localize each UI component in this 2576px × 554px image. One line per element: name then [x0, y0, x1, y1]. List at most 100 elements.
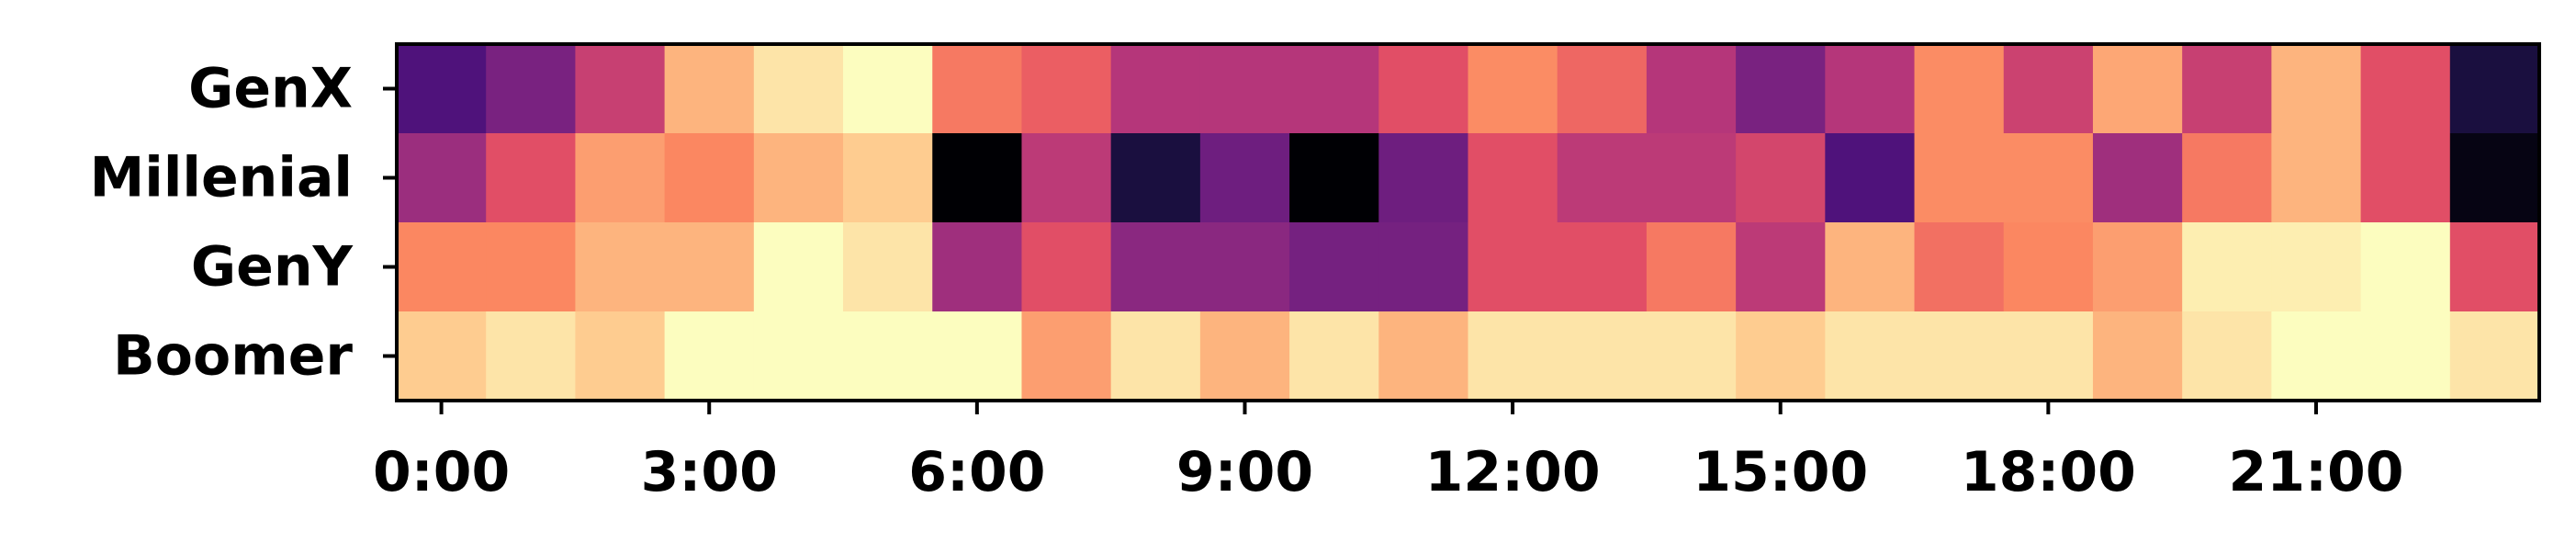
heatmap-cell — [1914, 311, 2005, 401]
heatmap-cell — [1825, 222, 1916, 312]
x-tick-label: 6:00 — [908, 440, 1045, 504]
heatmap-cell — [1021, 311, 1112, 401]
heatmap-cell — [2003, 44, 2094, 134]
heatmap-cell — [1468, 44, 1558, 134]
heatmap-cell — [2092, 311, 2183, 401]
heatmap-cell — [664, 311, 755, 401]
heatmap-cell — [397, 222, 487, 312]
heatmap-cell — [1914, 222, 2005, 312]
heatmap-cell — [575, 222, 666, 312]
heatmap-cell — [1736, 133, 1826, 223]
heatmap-cell — [2182, 311, 2272, 401]
y-tick-label: Boomer — [113, 324, 353, 389]
heatmap-cell — [1736, 311, 1826, 401]
heatmap-cell — [397, 133, 487, 223]
heatmap-cell — [1825, 311, 1916, 401]
x-tick-label: 9:00 — [1176, 440, 1313, 504]
heatmap-cell — [1289, 222, 1379, 312]
heatmap-cell — [2271, 222, 2362, 312]
x-tick-label: 3:00 — [641, 440, 778, 504]
heatmap-cell — [1199, 311, 1290, 401]
heatmap-cell — [1468, 133, 1558, 223]
heatmap-cell — [932, 44, 1023, 134]
heatmap-cell — [2449, 133, 2540, 223]
heatmap-cell — [2003, 222, 2094, 312]
heatmap-cell — [1021, 133, 1112, 223]
heatmap-cell — [486, 311, 577, 401]
heatmap-cell — [2360, 222, 2451, 312]
heatmap-cell — [753, 44, 844, 134]
x-tick-label: 18:00 — [1961, 440, 2136, 504]
heatmap-cell — [1646, 44, 1737, 134]
y-tick-label: GenY — [191, 235, 354, 300]
heatmap-cell — [1646, 222, 1737, 312]
heatmap-cell — [2449, 222, 2540, 312]
heatmap-cell — [1825, 133, 1916, 223]
heatmap-cell — [2092, 222, 2183, 312]
heatmap-cell — [753, 311, 844, 401]
heatmap-cell — [1289, 44, 1379, 134]
heatmap-cell — [1557, 133, 1648, 223]
heatmap-cell — [1110, 222, 1201, 312]
heatmap-cell — [753, 222, 844, 312]
heatmap-cell — [1646, 311, 1737, 401]
heatmap-cell — [664, 222, 755, 312]
heatmap-cell — [1378, 311, 1469, 401]
heatmap-cell — [575, 133, 666, 223]
heatmap-cell — [2003, 311, 2094, 401]
heatmap-cell — [1110, 311, 1201, 401]
y-tick-label: Millenial — [90, 146, 353, 210]
heatmap-cell — [1914, 133, 2005, 223]
heatmap-cell — [1557, 222, 1648, 312]
heatmap-cell — [1378, 133, 1469, 223]
heatmap-cell — [1646, 133, 1737, 223]
heatmap-cell — [2449, 44, 2540, 134]
heatmap-cell — [1110, 44, 1201, 134]
heatmap-cell — [2003, 133, 2094, 223]
heatmap-cell — [1021, 44, 1112, 134]
heatmap-cell — [575, 311, 666, 401]
heatmap-cell — [1378, 222, 1469, 312]
heatmap-cell — [2271, 133, 2362, 223]
heatmap-cell — [1021, 222, 1112, 312]
heatmap-cell — [1199, 222, 1290, 312]
heatmap-cell — [1110, 133, 1201, 223]
heatmap-cell — [486, 222, 577, 312]
x-tick-label: 21:00 — [2228, 440, 2403, 504]
heatmap-cell — [1914, 44, 2005, 134]
heatmap-cell — [1557, 44, 1648, 134]
heatmap-cell — [932, 311, 1023, 401]
heatmap-cell — [2092, 44, 2183, 134]
heatmap-cell — [2182, 44, 2272, 134]
heatmap-cell — [843, 222, 933, 312]
heatmap-cell — [843, 44, 933, 134]
heatmap-cell — [575, 44, 666, 134]
heatmap-cell — [397, 44, 487, 134]
x-tick-label: 0:00 — [373, 440, 510, 504]
heatmap-cell — [2449, 311, 2540, 401]
heatmap-cell — [843, 133, 933, 223]
heatmap-cell — [932, 222, 1023, 312]
heatmap-cell — [2360, 44, 2451, 134]
heatmap-cell — [1289, 133, 1379, 223]
heatmap-cell — [1468, 222, 1558, 312]
heatmap-cell — [1468, 311, 1558, 401]
heatmap-cell — [843, 311, 933, 401]
heatmap-cell — [1557, 311, 1648, 401]
heatmap-cell — [2360, 311, 2451, 401]
heatmap-cell — [1825, 44, 1916, 134]
heatmap-cell — [2182, 222, 2272, 312]
heatmap-cell — [397, 311, 487, 401]
heatmap-cell — [664, 133, 755, 223]
x-tick-label: 15:00 — [1693, 440, 1868, 504]
x-tick-label: 12:00 — [1425, 440, 1601, 504]
heatmap-cell — [1289, 311, 1379, 401]
plot-frame — [395, 42, 2541, 402]
heatmap-cell — [486, 133, 577, 223]
heatmap-cell — [1736, 44, 1826, 134]
heatmap-cell — [2092, 133, 2183, 223]
x-axis: 0:00 3:00 6:00 9:00 12:00 15:00 18:00 21:00 — [373, 401, 2403, 504]
heatmap-cell — [2360, 133, 2451, 223]
heatmap-cell — [486, 44, 577, 134]
